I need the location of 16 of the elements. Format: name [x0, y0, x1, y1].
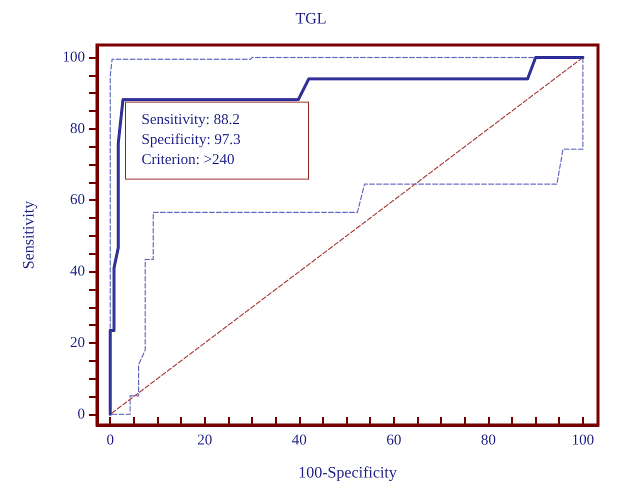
- y-tick-label: 80: [70, 120, 85, 137]
- x-tick-label: 100: [572, 432, 594, 448]
- y-tick-label: 100: [62, 49, 85, 66]
- y-tick-label: 0: [78, 406, 85, 422]
- x-tick-label: 20: [197, 432, 212, 448]
- y-tick-label: 40: [70, 264, 85, 280]
- y-tick-label: 20: [70, 334, 85, 351]
- y-tick-label: 60: [70, 192, 85, 208]
- x-tick-label: 0: [106, 432, 114, 448]
- y-axis-title: Sensitivity: [20, 200, 38, 270]
- annotation: Sensitivity: 88.2 Specificity: 97.3 Criterion: >240: [141, 112, 241, 168]
- x-tick-label: 40: [292, 432, 307, 448]
- x-tick-label: 60: [386, 432, 402, 448]
- chart-title: TGL: [295, 10, 327, 28]
- x-tick-label: 80: [480, 432, 496, 448]
- x-axis-title: 100-Specificity: [298, 464, 397, 482]
